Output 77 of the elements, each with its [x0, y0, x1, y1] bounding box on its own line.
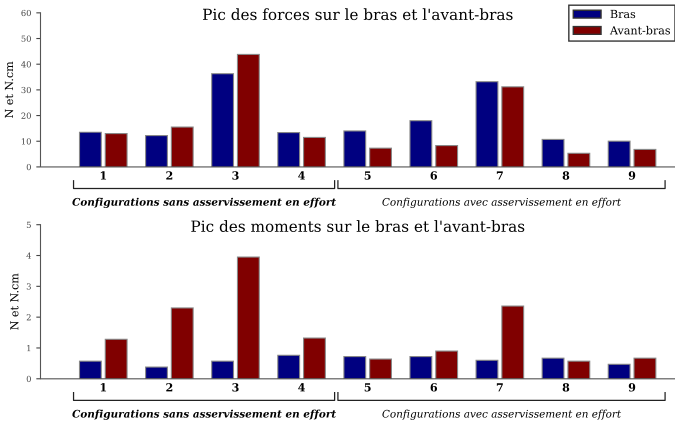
y-tick-label: 2 — [26, 314, 31, 320]
x-tick-label: 7 — [496, 171, 503, 180]
bar — [476, 360, 498, 379]
x-tick-label: 1 — [100, 171, 106, 180]
y-tick-label: 0 — [26, 376, 31, 382]
y-axis-title: N et N.cm — [4, 62, 14, 118]
y-tick-label: 1 — [27, 344, 30, 352]
bar — [633, 358, 656, 379]
bar — [104, 338, 128, 379]
bar — [211, 360, 234, 379]
legend-label: Avant-bras — [610, 26, 670, 34]
text: Configurations sans asservissement en effort — [72, 410, 336, 420]
bar — [567, 152, 590, 167]
bar — [501, 306, 524, 379]
bar — [104, 132, 128, 167]
chart-title: Pic des moments sur le bras et l'avant-bras — [191, 220, 524, 232]
y-tick-label: 60 — [21, 10, 31, 16]
bar — [277, 132, 300, 167]
bar — [145, 135, 168, 167]
bar — [170, 126, 194, 167]
x-tick-label: 6 — [430, 171, 438, 180]
bar — [369, 358, 392, 379]
y-tick-label: 10 — [22, 138, 31, 145]
text: Configurations avec asservissement en effort — [382, 410, 622, 420]
y-axis-title: N et N.cm — [10, 273, 18, 330]
bar — [170, 307, 194, 379]
bar — [277, 354, 300, 379]
x-tick-label: 7 — [496, 383, 503, 392]
x-tick-label: 2 — [166, 383, 172, 392]
x-tick-label: 4 — [298, 383, 305, 392]
bar — [476, 81, 498, 167]
bar — [633, 148, 656, 167]
bar — [211, 73, 234, 167]
x-tick-label: 6 — [430, 383, 438, 392]
x-tick-label: 3 — [232, 383, 239, 392]
x-tick-label: 8 — [562, 383, 570, 392]
x-tick-label: 9 — [628, 171, 636, 180]
bar — [567, 360, 590, 379]
bar — [542, 138, 565, 167]
text: Configurations avec asservissement en effort — [382, 198, 622, 208]
bar — [303, 338, 326, 379]
x-tick-label: 9 — [628, 383, 636, 392]
y-tick-label: 20 — [21, 112, 31, 119]
bar — [608, 364, 631, 379]
x-tick-label: 5 — [364, 171, 371, 180]
x-tick-label: 2 — [166, 171, 172, 180]
x-tick-label: 4 — [298, 171, 305, 180]
bar — [608, 140, 631, 167]
x-tick-label: 3 — [232, 171, 239, 180]
y-tick-label: 3 — [26, 283, 31, 290]
bar — [78, 360, 102, 379]
y-tick-label: 30 — [22, 86, 31, 94]
text: Configurations sans asservissement en effort — [72, 198, 336, 208]
bar — [409, 356, 432, 379]
y-tick-label: 40 — [21, 61, 31, 68]
bar — [542, 358, 565, 379]
x-tick-label: 8 — [562, 171, 570, 180]
bar — [145, 366, 168, 379]
bar — [409, 120, 432, 167]
y-tick-label: 0 — [26, 164, 31, 170]
bar — [236, 54, 260, 167]
bar — [303, 136, 326, 167]
y-tick-label: 50 — [22, 36, 31, 42]
legend-label: Bras — [610, 10, 636, 18]
bar — [343, 130, 366, 167]
bar — [435, 145, 458, 167]
y-tick-label: 5 — [26, 222, 31, 228]
x-tick-label: 5 — [364, 383, 371, 392]
bar — [236, 256, 260, 379]
bar — [343, 356, 366, 379]
bar — [435, 350, 458, 379]
bar — [501, 86, 524, 167]
bar — [369, 148, 392, 167]
bar — [78, 132, 102, 167]
y-tick-label: 4 — [26, 252, 32, 259]
x-tick-label: 1 — [100, 383, 106, 392]
chart-title: Pic des forces sur le bras et l'avant-bras — [202, 8, 513, 20]
